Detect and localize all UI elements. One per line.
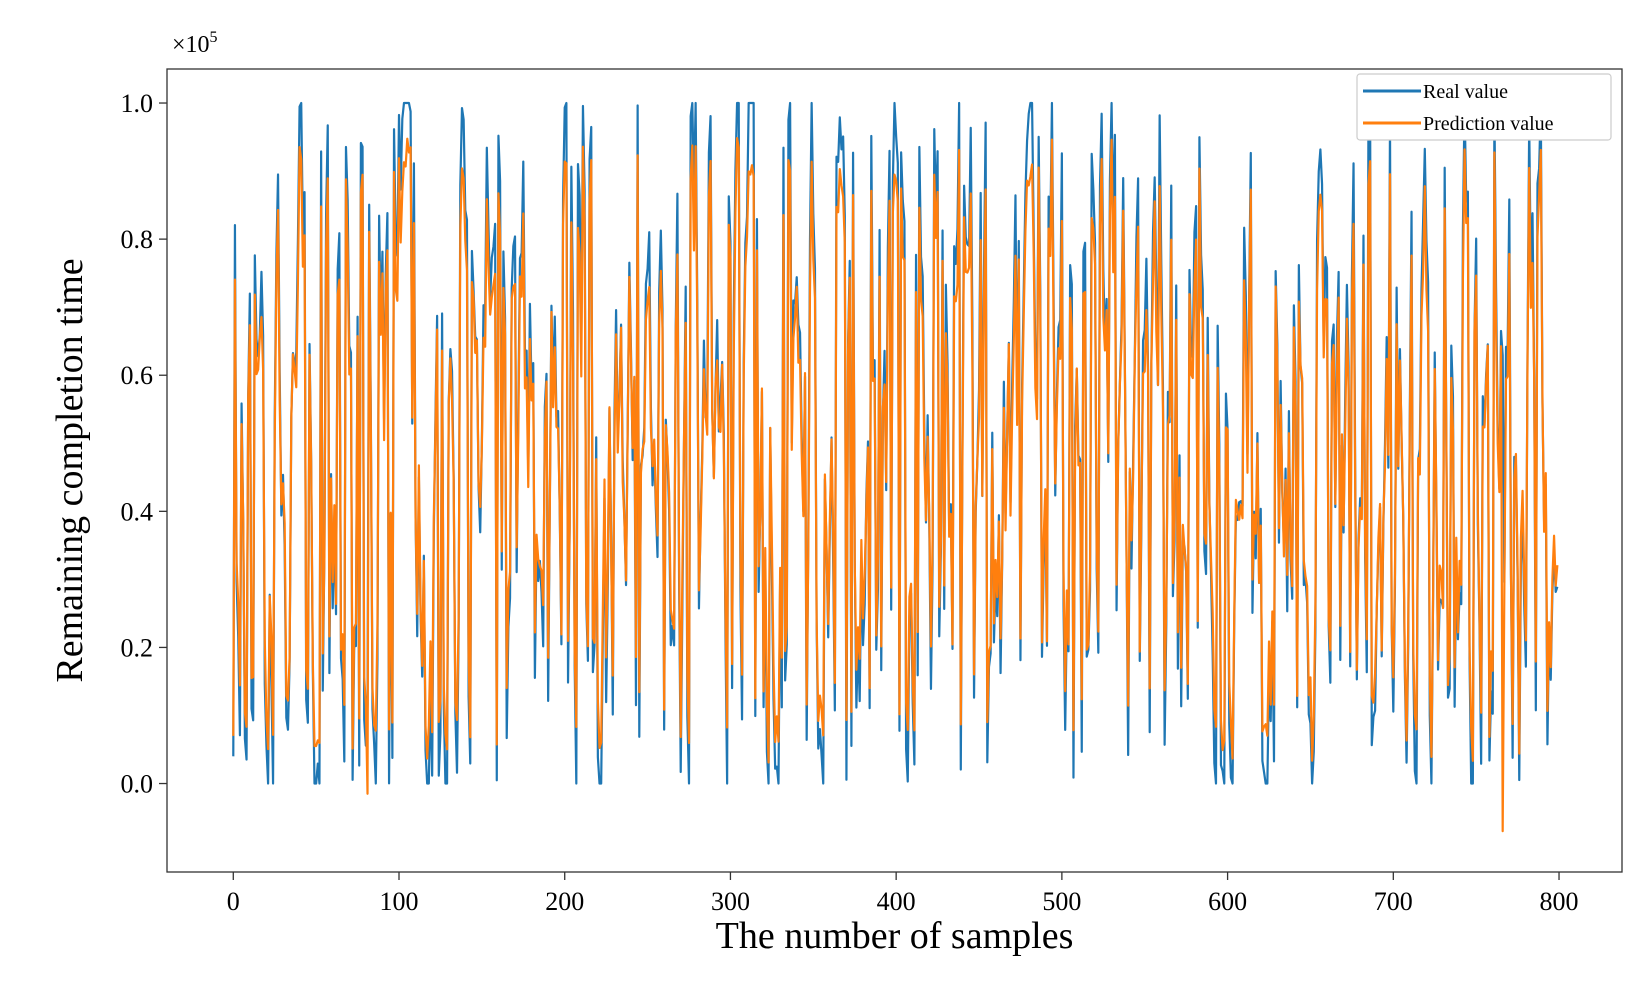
x-tick-label: 500: [1042, 887, 1081, 916]
y-tick-label: 0.4: [121, 497, 154, 526]
x-axis-title: The number of samples: [716, 915, 1074, 957]
legend-label: Prediction value: [1423, 113, 1554, 135]
plot-frame: [166, 68, 1623, 873]
x-tick-label: 700: [1374, 887, 1413, 916]
axes: 0 100 200 300 400 500 600 700 800 0.0 0.2 0.4 0.6 0.8…: [121, 68, 1623, 916]
x-tick-label: 200: [545, 887, 584, 916]
y-tick-label: 0.8: [121, 225, 154, 254]
x-tick-label: 400: [877, 887, 916, 916]
x-tick-label: 100: [380, 887, 419, 916]
y-axis-multiplier-exponent: 5: [210, 29, 218, 46]
y-axis-multiplier-base: ×10: [172, 32, 210, 58]
y-tick-label: 0.6: [121, 361, 154, 390]
y-axis-multiplier: ×105: [172, 29, 218, 58]
y-axis-title: Remaining completion time: [49, 258, 91, 682]
y-tick-label: 0.0: [121, 770, 154, 799]
x-tick-label: 0: [227, 887, 240, 916]
y-tick-label: 0.2: [121, 633, 154, 662]
legend: Real value Prediction value: [1356, 73, 1612, 141]
series-line-prediction: [232, 136, 1559, 833]
y-tick-label: 1.0: [121, 89, 154, 118]
plot-area: [232, 101, 1559, 833]
x-tick-label: 300: [711, 887, 750, 916]
legend-label: Real value: [1423, 81, 1508, 103]
x-tick-label: 800: [1540, 887, 1579, 916]
x-tick-label: 600: [1208, 887, 1247, 916]
